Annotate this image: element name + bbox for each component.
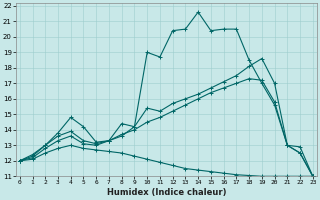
X-axis label: Humidex (Indice chaleur): Humidex (Indice chaleur) <box>107 188 226 197</box>
